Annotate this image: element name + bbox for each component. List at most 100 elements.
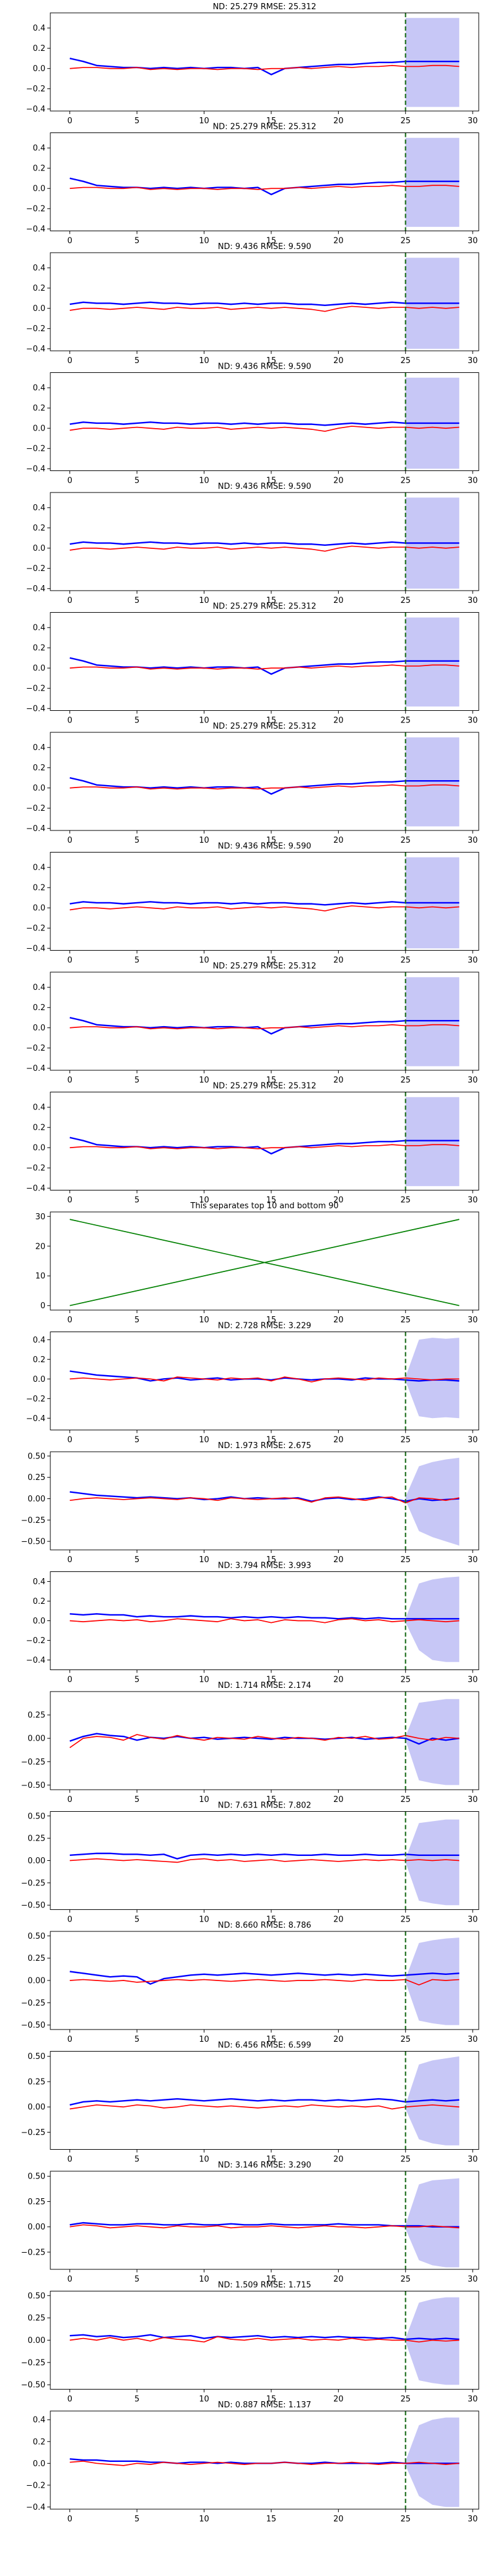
- x-tick-label: 25: [400, 1196, 411, 1205]
- y-tick-label: 0.2: [33, 1124, 45, 1133]
- x-tick-label: 5: [134, 1795, 139, 1804]
- x-tick-label: 0: [68, 356, 72, 366]
- y-tick-label: −0.25: [21, 1758, 45, 1767]
- ground_truth-line: [69, 1734, 460, 1749]
- x-tick-label: 30: [468, 356, 478, 366]
- y-tick-label: −0.25: [21, 1516, 45, 1525]
- y-tick-label: 0.4: [33, 743, 45, 753]
- confidence-band: [405, 2417, 460, 2507]
- ground_truth-line: [69, 2460, 460, 2466]
- x-tick-label: 5: [134, 1316, 139, 1325]
- prediction-line: [69, 1491, 460, 1502]
- x-tick-label: 20: [333, 1555, 344, 1565]
- subplot-2: ND: 25.279 RMSE: 25.312 0 5 10 15 20 25 30 −0.4 −…: [26, 123, 479, 246]
- x-tick-label: 25: [400, 2155, 411, 2164]
- axes-frame: [50, 12, 479, 112]
- y-tick-label: 0.2: [33, 644, 45, 653]
- x-tick-label: 25: [400, 596, 411, 605]
- y-tick-label: −0.4: [26, 105, 45, 114]
- x-tick-label: 20: [333, 1196, 344, 1205]
- x-tick-label: 15: [266, 1196, 277, 1205]
- x-tick-label: 15: [266, 1316, 277, 1325]
- ground_truth-line: [69, 185, 460, 190]
- y-tick-label: −0.2: [26, 2481, 45, 2490]
- subplot-4: ND: 9.436 RMSE: 9.590 0 5 10 15 20 25 30 −0.4 −0.…: [26, 362, 479, 486]
- x-tick-label: 30: [468, 956, 478, 965]
- x-tick-label: 0: [68, 1436, 72, 1445]
- x-tick-label: 25: [400, 1676, 411, 1685]
- y-tick-label: 0.0: [33, 1617, 45, 1626]
- prediction-line: [69, 301, 460, 306]
- x-tick-label: 25: [400, 2275, 411, 2284]
- x-tick-label: 20: [333, 1915, 344, 1925]
- x-tick-label: 5: [134, 2155, 139, 2164]
- subplot-title: ND: 1.973 RMSE: 2.675: [218, 1441, 311, 1451]
- x-tick-label: 10: [199, 1676, 209, 1685]
- y-tick-label: −0.2: [26, 564, 45, 573]
- x-tick-label: 15: [266, 1915, 277, 1925]
- y-tick-label: 0.00: [28, 2103, 45, 2112]
- y-tick-label: −0.50: [21, 1538, 45, 1547]
- x-tick-label: 10: [199, 1555, 209, 1565]
- x-tick-label: 5: [134, 477, 139, 486]
- y-tick-label: 0.25: [28, 1954, 45, 1963]
- y-tick-label: 0.0: [33, 424, 45, 434]
- y-tick-label: 0.4: [33, 1577, 45, 1587]
- x-tick-label: 15: [266, 2515, 277, 2524]
- x-tick-label: 25: [400, 356, 411, 366]
- ground_truth-line: [69, 545, 460, 552]
- y-tick-label: 0.00: [28, 1735, 45, 1744]
- x-tick-label: 5: [134, 1436, 139, 1445]
- y-tick-label: −0.25: [21, 1879, 45, 1888]
- y-tick-label: −0.2: [26, 1636, 45, 1646]
- y-tick-label: 0.4: [33, 864, 45, 873]
- ground_truth-line: [69, 64, 460, 71]
- y-tick-label: 0.2: [33, 764, 45, 773]
- x-tick-label: 10: [199, 956, 209, 965]
- x-tick-label: 5: [134, 356, 139, 366]
- confidence-band: [405, 1097, 460, 1186]
- x-tick-label: 5: [134, 836, 139, 845]
- x-tick-label: 15: [266, 2395, 277, 2404]
- prediction-line: [69, 2334, 460, 2340]
- x-tick-label: 15: [266, 356, 277, 366]
- y-tick-label: 0.0: [33, 304, 45, 313]
- y-tick-label: −0.50: [21, 1781, 45, 1790]
- y-tick-label: 0.50: [28, 1452, 45, 1461]
- x-tick-label: 10: [199, 117, 209, 126]
- subplot-5: ND: 9.436 RMSE: 9.590 0 5 10 15 20 25 30 −0.4 −0.…: [26, 482, 479, 605]
- x-tick-label: 0: [68, 956, 72, 965]
- subplot-3: ND: 9.436 RMSE: 9.590 0 5 10 15 20 25 30 −0.4 −0.…: [26, 242, 479, 366]
- subplot-title: ND: 1.509 RMSE: 1.715: [218, 2281, 311, 2290]
- x-tick-label: 5: [134, 1555, 139, 1565]
- x-tick-label: 0: [68, 2395, 72, 2404]
- y-tick-label: 0.4: [33, 24, 45, 33]
- x-tick-label: 15: [266, 836, 277, 845]
- ground_truth-line: [69, 1618, 460, 1623]
- x-tick-label: 0: [68, 1795, 72, 1804]
- x-tick-label: 10: [199, 2275, 209, 2284]
- x-tick-label: 20: [333, 477, 344, 486]
- y-tick-label: −0.2: [26, 445, 45, 454]
- axes-frame: [50, 972, 479, 1071]
- x-tick-label: 20: [333, 356, 344, 366]
- y-tick-label: 0.50: [28, 1932, 45, 1941]
- axes-frame: [50, 1691, 479, 1790]
- subplot-20: ND: 1.509 RMSE: 1.715 0 5 10 15 20 25 30 −0.50 −0…: [21, 2281, 479, 2404]
- x-tick-label: 25: [400, 1915, 411, 1925]
- axes-frame: [50, 732, 479, 831]
- x-tick-label: 0: [68, 2515, 72, 2524]
- subplot-title: ND: 9.436 RMSE: 9.590: [218, 242, 311, 251]
- x-tick-label: 25: [400, 1436, 411, 1445]
- subplot-12: ND: 2.728 RMSE: 3.229 0 5 10 15 20 25 30 −0.4 −0.…: [26, 1322, 479, 1445]
- y-tick-label: −0.50: [21, 2021, 45, 2030]
- x-tick-label: 0: [68, 1196, 72, 1205]
- y-tick-label: −0.25: [21, 1999, 45, 2008]
- subplot-16: ND: 7.631 RMSE: 7.802 0 5 10 15 20 25 30 −0.50 −0…: [21, 1801, 479, 1925]
- x-tick-label: 0: [68, 237, 72, 246]
- y-tick-label: 0.4: [33, 624, 45, 633]
- x-tick-label: 25: [400, 117, 411, 126]
- y-tick-label: 0.2: [33, 404, 45, 413]
- y-tick-label: 0.0: [33, 1375, 45, 1384]
- y-tick-label: −0.2: [26, 924, 45, 933]
